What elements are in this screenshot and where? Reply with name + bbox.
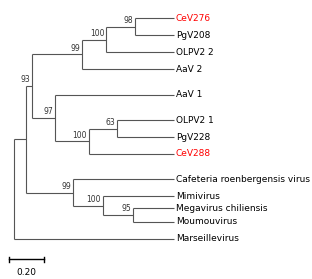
- Text: 100: 100: [90, 29, 105, 38]
- Text: OLPV2 1: OLPV2 1: [176, 116, 214, 124]
- Text: Cafeteria roenbergensis virus: Cafeteria roenbergensis virus: [176, 175, 310, 184]
- Text: 95: 95: [122, 204, 131, 213]
- Text: OLPV2 2: OLPV2 2: [176, 48, 214, 57]
- Text: Megavirus chiliensis: Megavirus chiliensis: [176, 204, 267, 213]
- Text: 100: 100: [87, 195, 101, 204]
- Text: PgV208: PgV208: [176, 31, 210, 40]
- Text: 93: 93: [20, 75, 30, 85]
- Text: 63: 63: [106, 118, 115, 127]
- Text: 0.20: 0.20: [16, 268, 36, 276]
- Text: Moumouvirus: Moumouvirus: [176, 217, 237, 226]
- Text: Mimivirus: Mimivirus: [176, 192, 220, 201]
- Text: Marseillevirus: Marseillevirus: [176, 234, 239, 243]
- Text: 97: 97: [43, 107, 53, 116]
- Text: 99: 99: [70, 44, 80, 53]
- Text: 98: 98: [124, 16, 133, 25]
- Text: PgV228: PgV228: [176, 133, 210, 141]
- Text: 99: 99: [61, 182, 71, 191]
- Text: CeV288: CeV288: [176, 150, 211, 158]
- Text: AaV 2: AaV 2: [176, 65, 202, 74]
- Text: AaV 1: AaV 1: [176, 90, 202, 99]
- Text: CeV276: CeV276: [176, 14, 211, 23]
- Text: 100: 100: [72, 131, 87, 140]
